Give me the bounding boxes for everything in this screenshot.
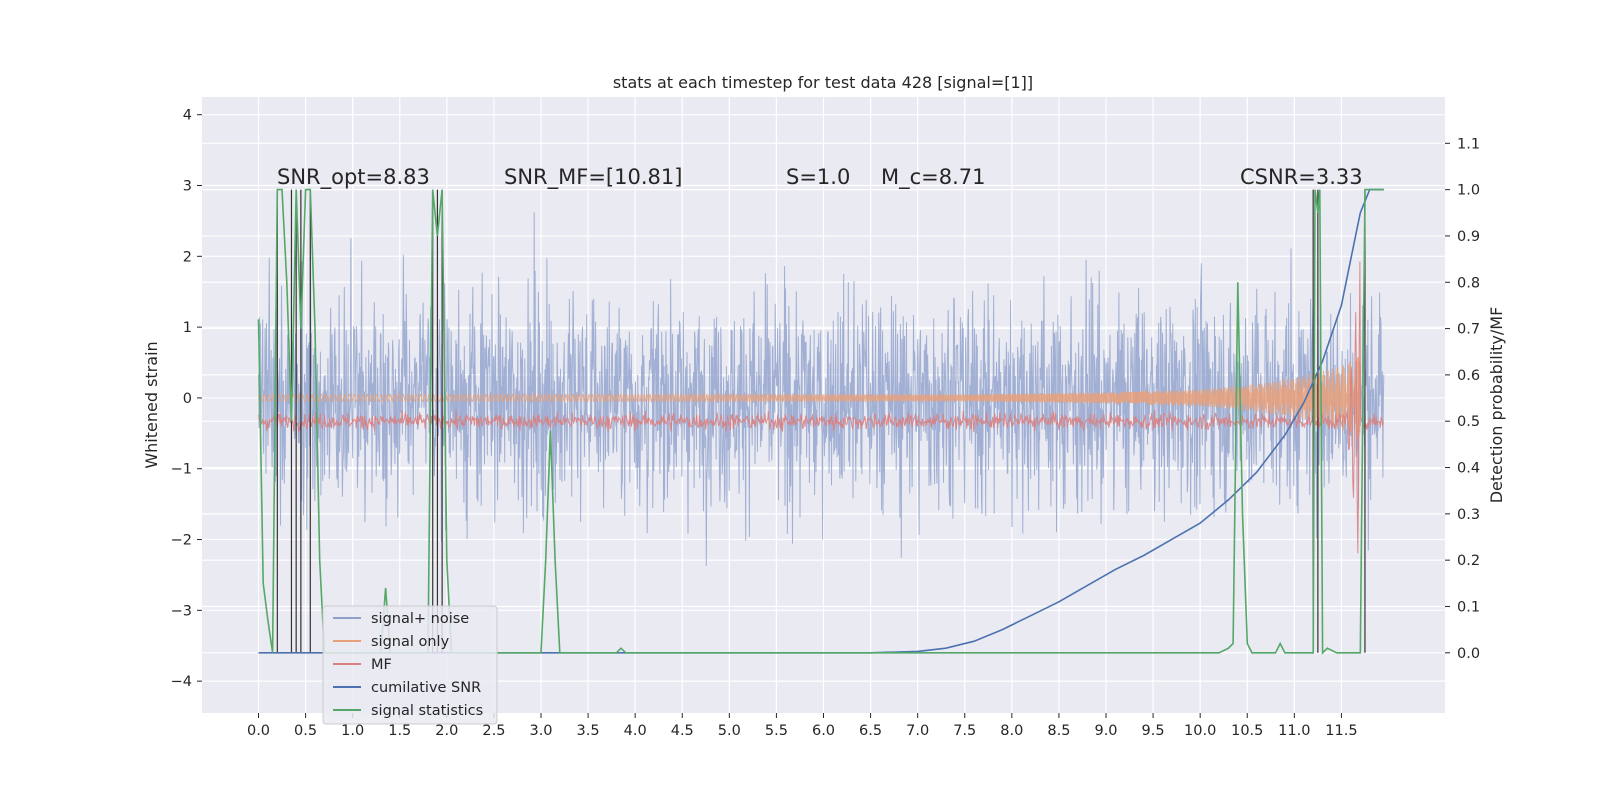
x-tick-label: 8.0	[1000, 723, 1023, 739]
x-tick-label: 6.5	[859, 723, 882, 739]
y2-axis-ticks: 1.1 1.0 0.9 0.8 0.7 0.6 0.5 0.4 0.3 0.2 0.1 0.0	[1445, 136, 1480, 662]
y2-tick-label: 0.2	[1457, 553, 1480, 569]
x-tick-label: 11.0	[1278, 723, 1310, 739]
y-tick-label: −2	[171, 533, 192, 549]
x-tick-label: 10.5	[1231, 723, 1263, 739]
x-tick-label: 5.5	[765, 723, 788, 739]
series-signal-statistics	[257, 188, 1384, 655]
annotation-csnr: CSNR=3.33	[1240, 165, 1363, 189]
legend-label-signal-noise: signal+ noise	[371, 611, 469, 627]
legend: signal+ noise signal only MF cumilative …	[322, 605, 498, 725]
legend-label-signal-statistics: signal statistics	[371, 703, 483, 719]
y-tick-label: 2	[183, 249, 192, 265]
y-axis-ticks: 4 3 2 1 0 −1 −2 −3 −4	[171, 108, 202, 690]
x-tick-label: 1.0	[341, 723, 364, 739]
x-tick-label: 5.0	[718, 723, 741, 739]
y-tick-label: 4	[183, 108, 192, 124]
y2-tick-label: 0.9	[1457, 229, 1480, 245]
x-tick-label: 2.0	[435, 723, 458, 739]
x-tick-label: 7.5	[953, 723, 976, 739]
legend-label-signal-only: signal only	[371, 634, 450, 650]
x-tick-label: 3.0	[529, 723, 552, 739]
series-signal-noise	[258, 212, 1385, 566]
x-tick-label: 0.5	[294, 723, 317, 739]
series-mf	[258, 261, 1385, 554]
y2-tick-label: 0.7	[1457, 322, 1480, 338]
y2-tick-label: 0.5	[1457, 414, 1480, 430]
x-tick-label: 11.5	[1325, 723, 1357, 739]
y2-tick-label: 0.3	[1457, 507, 1480, 523]
y-tick-label: 3	[183, 179, 192, 195]
legend-label-mf: MF	[371, 657, 392, 673]
chart-title: stats at each timestep for test data 428…	[613, 73, 1033, 92]
legend-box	[322, 605, 498, 725]
x-tick-label: 2.5	[482, 723, 505, 739]
y-tick-label: 1	[183, 320, 192, 336]
x-tick-label: 4.5	[671, 723, 694, 739]
cumilative-snr-line	[258, 188, 1384, 654]
signal-statistics-line	[257, 188, 1384, 655]
x-tick-label: 9.5	[1142, 723, 1165, 739]
y-tick-label: −4	[171, 674, 192, 690]
x-tick-label: 9.0	[1094, 723, 1117, 739]
x-tick-label: 7.0	[906, 723, 929, 739]
y-tick-label: −1	[171, 462, 192, 478]
y2-axis-label: Detection probability/MF	[1487, 307, 1506, 504]
annotation-snr-mf: SNR_MF=[10.81]	[504, 165, 682, 190]
y-tick-label: −3	[171, 603, 192, 619]
x-tick-label: 1.5	[388, 723, 411, 739]
x-axis-ticks: 0.0 0.5 1.0 1.5 2.0 2.5 3.0 3.5 4.0 4.5 5.0 5.5 6.0 6…	[247, 713, 1358, 739]
annotation-snr-opt: SNR_opt=8.83	[277, 165, 430, 190]
y2-tick-label: 1.1	[1457, 136, 1480, 152]
y-axis-label: Whitened strain	[142, 341, 161, 468]
mf-line	[258, 261, 1385, 554]
y-tick-label: 0	[183, 391, 192, 407]
signal-noise-line	[258, 212, 1385, 566]
x-tick-label: 10.0	[1184, 723, 1216, 739]
annotation-mc: M_c=8.71	[881, 165, 986, 190]
y2-tick-label: 0.4	[1457, 461, 1480, 477]
x-tick-label: 4.0	[624, 723, 647, 739]
annotation-s: S=1.0	[786, 165, 850, 189]
x-tick-label: 0.0	[247, 723, 270, 739]
series-cumilative-snr	[258, 188, 1384, 654]
y2-tick-label: 0.0	[1457, 646, 1480, 662]
x-tick-label: 6.0	[812, 723, 835, 739]
y2-tick-label: 0.6	[1457, 368, 1480, 384]
legend-label-cumilative-snr: cumilative SNR	[371, 680, 481, 696]
y2-tick-label: 0.8	[1457, 275, 1480, 291]
y2-tick-label: 0.1	[1457, 599, 1480, 615]
x-tick-label: 3.5	[577, 723, 600, 739]
y2-tick-label: 1.0	[1457, 183, 1480, 199]
x-tick-label: 8.5	[1047, 723, 1070, 739]
